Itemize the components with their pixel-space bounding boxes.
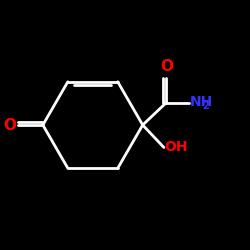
Text: NH: NH: [190, 95, 213, 109]
Text: O: O: [160, 59, 173, 74]
Text: 2: 2: [202, 101, 208, 111]
Text: O: O: [3, 118, 16, 132]
Text: OH: OH: [165, 140, 188, 154]
